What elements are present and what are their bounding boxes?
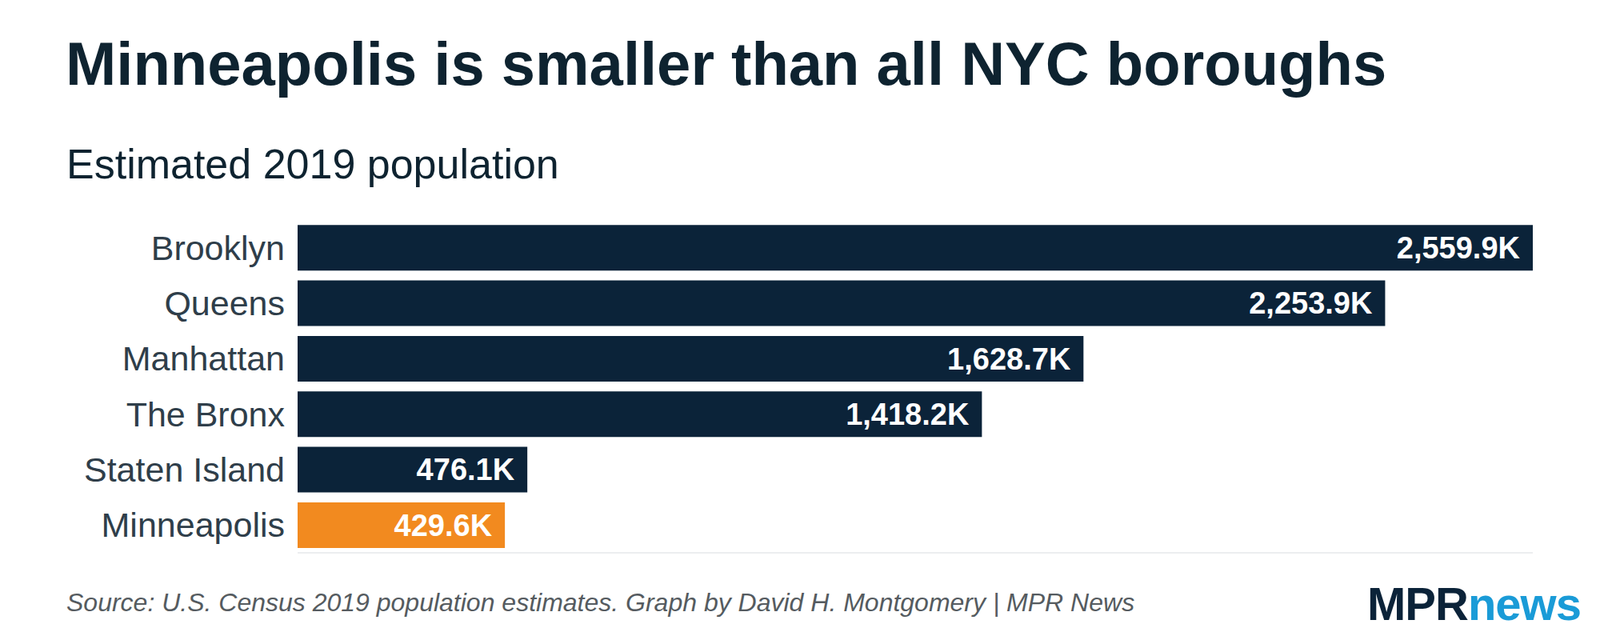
svg-text:1,628.7K: 1,628.7K [947,342,1072,376]
svg-text:Brooklyn: Brooklyn [151,228,285,268]
svg-text:Staten Island: Staten Island [84,450,285,489]
html-text:MPR news: MPR news [1367,577,1581,630]
svg-text:Minneapolis: Minneapolis [101,505,285,544]
svg-text:429.6K: 429.6K [394,508,493,543]
html-text:Estimated 2019 population: Estimated 2019 population [66,140,560,188]
svg-text:2,559.9K: 2,559.9K [1396,231,1521,265]
svg-text:Queens: Queens [164,284,285,323]
svg-text:2,253.9K: 2,253.9K [1248,286,1373,320]
svg-text:1,418.2K: 1,418.2K [845,397,970,432]
svg-text:Manhattan: Manhattan [122,339,285,378]
svg-text:476.1K: 476.1K [416,452,516,487]
svg-text:The Bronx: The Bronx [126,395,286,434]
html-text:Source: U.S. Census 2019 popul: Source: U.S. Census 2019 population esti… [66,588,1135,617]
html-text:Minneapolis is smaller than al: Minneapolis is smaller than all NYC boro… [65,29,1387,98]
